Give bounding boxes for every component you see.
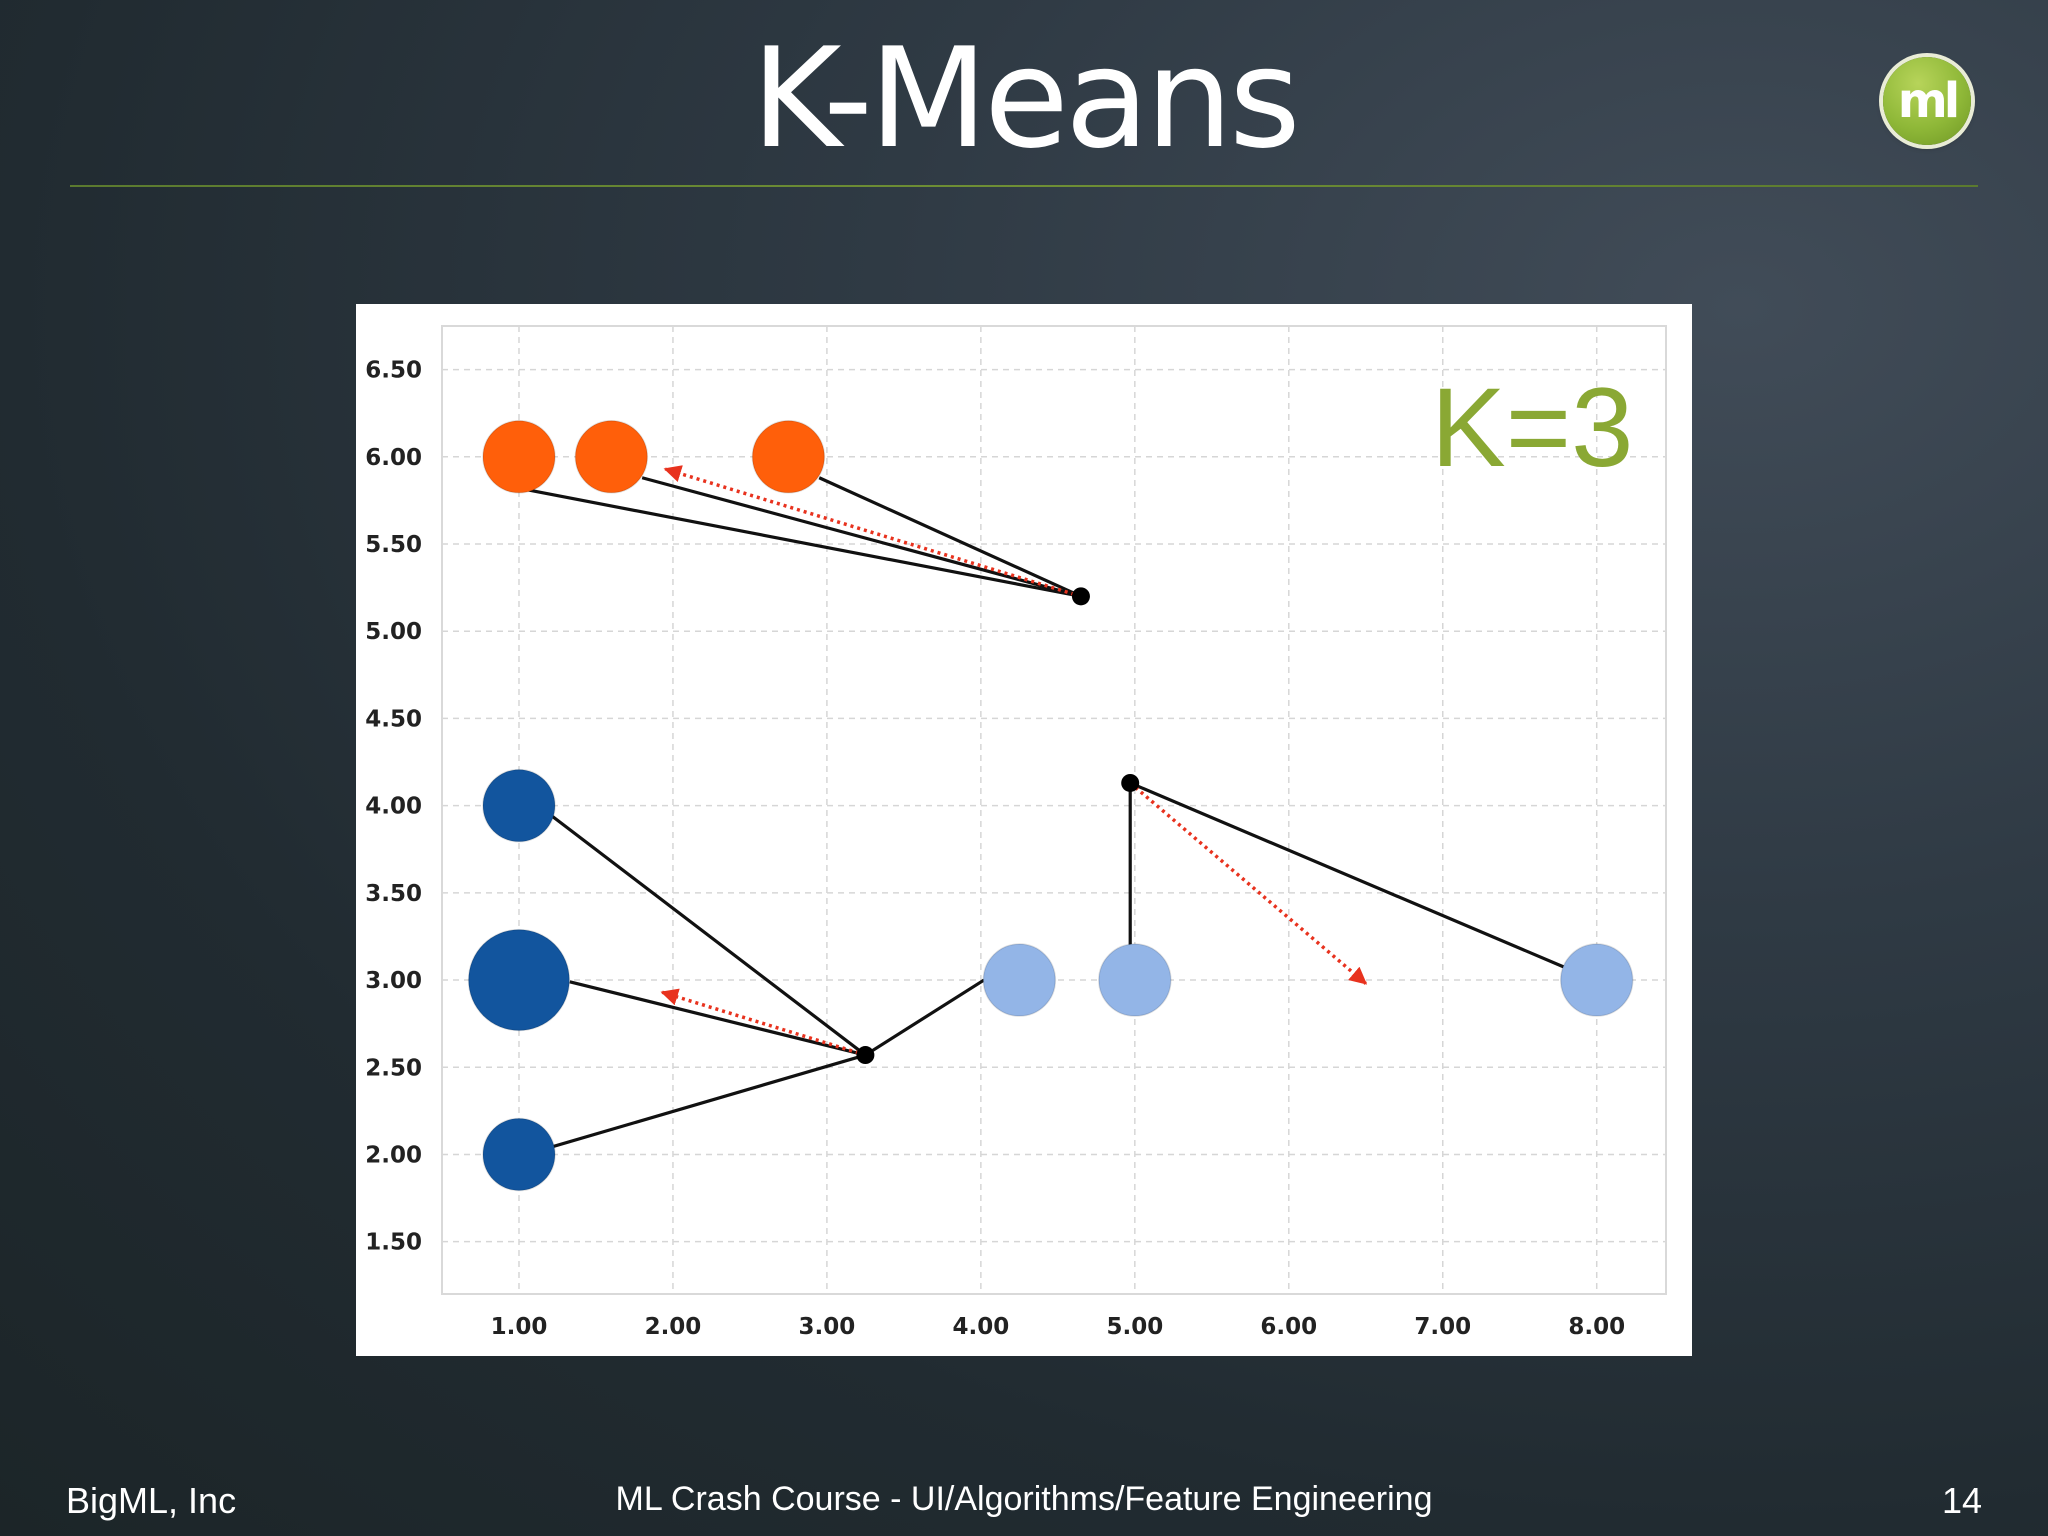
data-point — [574, 420, 649, 494]
data-point — [982, 943, 1057, 1017]
y-tick-label: 2.50 — [365, 1055, 422, 1081]
assignment-lines — [518, 476, 1567, 1150]
centroids — [856, 587, 1140, 1065]
footer-course-title: ML Crash Course - UI/Algorithms/Feature … — [615, 1480, 1433, 1518]
assignment-line — [549, 1053, 866, 1150]
x-tick-label: 7.00 — [1414, 1314, 1471, 1340]
y-tick-label: 1.50 — [365, 1230, 422, 1256]
assignment-line — [641, 476, 1082, 598]
x-tick-label: 8.00 — [1568, 1314, 1625, 1340]
data-points — [467, 420, 1634, 1192]
y-tick-label: 5.50 — [365, 532, 422, 558]
data-point — [467, 928, 571, 1032]
y-tick-label: 2.00 — [365, 1142, 422, 1168]
data-point — [482, 768, 556, 843]
assignment-line — [548, 813, 867, 1057]
slide-title: K-Means — [751, 18, 1301, 179]
data-point — [1559, 943, 1634, 1017]
bigml-logo-icon: ml — [1883, 57, 1971, 145]
centroid-point — [1121, 773, 1140, 792]
y-tick-label: 4.00 — [365, 794, 422, 820]
y-tick-label: 3.00 — [365, 968, 422, 994]
data-point — [482, 420, 556, 494]
move-arrow — [660, 988, 866, 1057]
x-tick-label: 3.00 — [799, 1314, 856, 1340]
data-point — [1098, 943, 1172, 1017]
centroid-point — [856, 1046, 875, 1065]
plot-border — [441, 325, 1667, 1295]
x-tick-label: 1.00 — [491, 1314, 548, 1340]
move-arrow — [663, 465, 1082, 599]
assignment-line — [569, 980, 866, 1057]
y-tick-label: 5.00 — [365, 619, 422, 645]
data-point — [751, 420, 826, 494]
assignment-line — [864, 978, 985, 1057]
title-divider — [70, 185, 1978, 187]
chart-panel: 1.00 2.00 3.00 4.00 5.00 6.00 7.00 8.00 1.50 2.00… — [356, 304, 1692, 1356]
assignment-line — [1129, 781, 1567, 970]
assignment-line — [818, 476, 1082, 598]
x-tick-label: 4.00 — [952, 1314, 1009, 1340]
centroid-move-arrows — [660, 465, 1368, 1057]
footer-company: BigML, Inc — [66, 1480, 237, 1521]
move-arrow — [1129, 781, 1368, 985]
kmeans-scatter-chart: 1.00 2.00 3.00 4.00 5.00 6.00 7.00 8.00 1.50 2.00… — [365, 325, 1667, 1340]
y-tick-label: 6.50 — [365, 358, 422, 384]
x-tick-label: 2.00 — [645, 1314, 702, 1340]
centroid-point — [1071, 587, 1090, 606]
y-tick-label: 4.50 — [365, 706, 422, 732]
chart-axes: 1.00 2.00 3.00 4.00 5.00 6.00 7.00 8.00 1.50 2.00… — [365, 325, 1667, 1340]
x-tick-label: 5.00 — [1106, 1314, 1163, 1340]
y-tick-label: 3.50 — [365, 881, 422, 907]
x-tick-label: 6.00 — [1260, 1314, 1317, 1340]
data-point — [482, 1117, 556, 1192]
k-annotation: K=3 — [1431, 365, 1633, 490]
page-number: 14 — [1941, 1480, 1982, 1521]
y-tick-label: 6.00 — [365, 445, 422, 471]
assignment-line — [518, 486, 1082, 598]
